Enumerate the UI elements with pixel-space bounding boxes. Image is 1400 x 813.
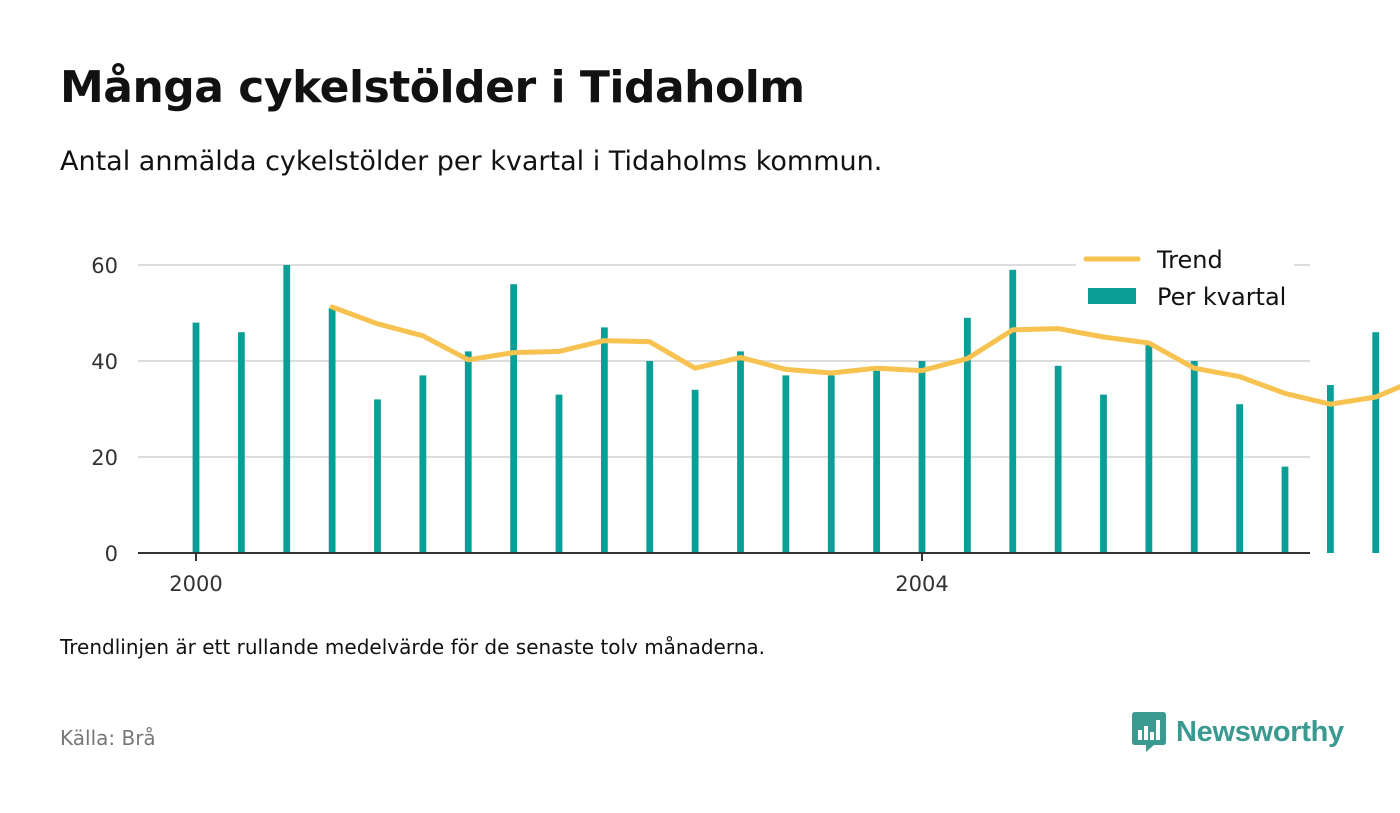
bar — [963, 317, 971, 553]
bar — [464, 351, 472, 553]
x-tick-label: 2004 — [895, 572, 948, 596]
legend-trend-label: Trend — [1156, 246, 1223, 274]
bar — [600, 327, 608, 553]
bar — [1190, 361, 1198, 553]
bar — [737, 351, 744, 553]
bar — [873, 370, 881, 553]
source-text: Källa: Brå — [60, 726, 156, 750]
bar — [1145, 341, 1153, 553]
bar — [827, 375, 835, 553]
chart-subtitle: Antal anmälda cykelstölder per kvartal i… — [60, 146, 883, 177]
newsworthy-logo[interactable]: Newsworthy — [1132, 712, 1344, 752]
bar — [283, 265, 291, 553]
bar — [237, 332, 245, 553]
footnote: Trendlinjen är ett rullande medelvärde f… — [60, 635, 766, 659]
legend-bar-swatch — [1088, 288, 1136, 304]
chart-title: Många cykelstölder i Tidaholm — [60, 62, 805, 113]
bar — [691, 389, 699, 553]
bar-series-per-kvartal — [192, 265, 1380, 553]
bar — [1372, 332, 1380, 553]
legend-bar-label: Per kvartal — [1157, 283, 1286, 311]
trend-line — [329, 304, 1400, 407]
bar — [1100, 394, 1107, 553]
y-tick-label: 40 — [91, 350, 118, 374]
legend: Trend Per kvartal — [1076, 236, 1294, 322]
legend-background — [1076, 236, 1294, 322]
bar — [1326, 385, 1334, 553]
y-axis-ticks: 0 20 40 60 — [91, 254, 118, 566]
y-tick-label: 20 — [91, 446, 118, 470]
newsworthy-logo-icon — [1132, 712, 1166, 752]
bar — [328, 308, 336, 553]
bar — [374, 399, 381, 553]
y-tick-label: 60 — [91, 254, 118, 278]
bar — [1054, 365, 1062, 553]
bar — [192, 322, 200, 553]
bar — [555, 394, 563, 553]
newsworthy-logo-text: Newsworthy — [1176, 715, 1344, 748]
x-axis-ticks: 2000200420082012201620202023 — [169, 553, 949, 596]
bar — [510, 284, 518, 553]
bar — [419, 375, 427, 553]
bar — [918, 361, 926, 553]
x-tick-label: 2000 — [169, 572, 222, 596]
bar — [1281, 466, 1289, 553]
bar — [1009, 269, 1017, 553]
bar — [1236, 404, 1244, 553]
y-tick-label: 0 — [105, 542, 118, 566]
bar — [646, 361, 654, 553]
bar — [782, 375, 790, 553]
